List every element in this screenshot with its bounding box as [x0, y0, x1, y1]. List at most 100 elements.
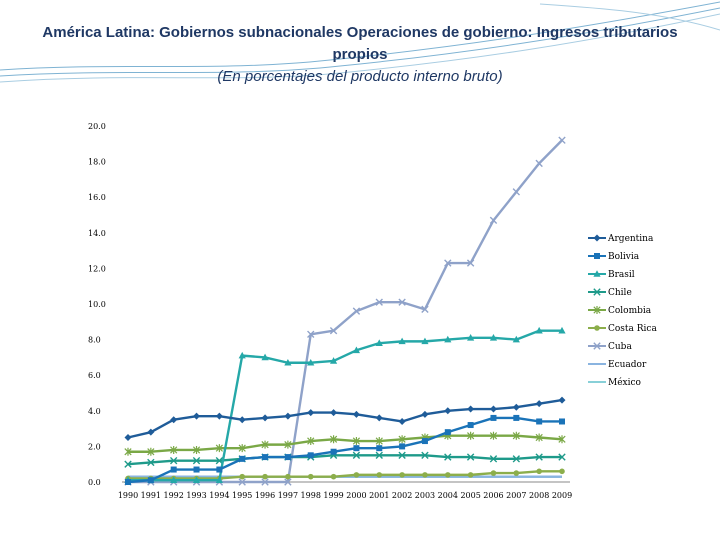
x-tick-label: 2001: [369, 491, 389, 500]
data-point: [285, 473, 291, 480]
data-point: [489, 216, 498, 225]
data-point: [558, 435, 566, 444]
data-point: [169, 456, 178, 465]
x-tick-label: 1992: [164, 491, 184, 500]
series-line: [128, 434, 563, 453]
data-point: [353, 445, 360, 452]
data-point: [558, 326, 566, 334]
series-line: [127, 398, 563, 439]
data-point: [170, 416, 178, 424]
data-point: [536, 418, 543, 425]
data-point: [262, 473, 268, 480]
data-point: [375, 451, 383, 459]
data-point: [239, 473, 246, 480]
data-point: [147, 477, 154, 484]
data-point: [398, 417, 406, 425]
data-point: [215, 476, 223, 484]
data-point: [512, 335, 520, 343]
legend-label: Argentina: [607, 234, 654, 244]
legend-marker: [593, 288, 601, 296]
data-point: [422, 472, 428, 478]
legend-item-mexico: México: [588, 377, 641, 388]
chart-axes: 0.0 2.0 4.0 6.0 8.0 10.0 12.0 14.0 16.0 18.0 20.0 1…: [88, 122, 572, 500]
data-point: [444, 472, 451, 478]
data-point: [444, 453, 452, 461]
legend-item-brasil: Brasil: [588, 270, 635, 280]
legend-label: Chile: [608, 288, 632, 298]
data-point: [467, 431, 475, 440]
data-point: [398, 451, 406, 459]
data-point: [558, 453, 566, 461]
data-point: [329, 435, 338, 444]
data-point: [261, 478, 269, 486]
series-cuba: [124, 136, 566, 486]
legend-marker: [593, 342, 601, 350]
data-point: [215, 444, 223, 453]
data-point: [421, 438, 428, 445]
x-tick-label: 1999: [323, 491, 343, 500]
x-tick-label: 2007: [506, 491, 526, 500]
data-point: [215, 412, 223, 420]
legend-item-argentina: Argentina: [588, 234, 654, 244]
legend-label: Cuba: [608, 342, 632, 352]
data-point: [147, 447, 155, 456]
data-point: [513, 414, 520, 421]
data-point: [558, 396, 566, 404]
data-point: [192, 476, 201, 484]
data-point: [352, 307, 361, 315]
data-point: [307, 473, 314, 480]
data-point: [376, 445, 383, 452]
legend-item-bolivia: Bolivia: [588, 252, 640, 262]
data-point: [375, 437, 383, 446]
data-point: [399, 472, 405, 478]
series-line: [128, 470, 562, 480]
data-point: [512, 431, 520, 440]
data-point: [170, 476, 178, 484]
data-point: [421, 305, 429, 314]
data-point: [466, 453, 475, 461]
data-point: [238, 351, 246, 359]
data-point: [192, 445, 201, 454]
data-point: [512, 455, 521, 463]
data-point: [399, 443, 406, 450]
data-point: [489, 431, 498, 440]
data-point: [124, 447, 132, 456]
legend-label: Colombia: [608, 306, 652, 316]
legend-item-ecuador: Ecuador: [588, 360, 647, 370]
data-point: [192, 456, 201, 465]
data-point: [284, 454, 291, 461]
data-point: [284, 478, 292, 486]
legend-label: Bolivia: [608, 252, 640, 262]
data-point: [193, 466, 200, 473]
legend-item-costa-rica: Costa Rica: [588, 324, 657, 334]
x-tick-label: 2004: [438, 491, 458, 500]
y-tick-label: 14.0: [88, 229, 106, 238]
data-point: [466, 259, 475, 267]
data-point: [398, 435, 406, 444]
legend-label: México: [608, 377, 641, 388]
data-point: [467, 472, 474, 478]
data-point: [329, 357, 338, 364]
data-point: [170, 445, 178, 454]
legend-item-chile: Chile: [588, 288, 632, 298]
x-tick-label: 2006: [483, 491, 503, 500]
data-point: [307, 409, 315, 417]
data-point: [489, 334, 498, 341]
data-point: [375, 339, 383, 346]
y-tick-label: 18.0: [88, 158, 106, 167]
data-point: [193, 412, 201, 420]
data-point: [261, 440, 269, 449]
data-point: [467, 405, 475, 413]
data-point: [261, 353, 269, 361]
series-chile: [124, 451, 566, 468]
x-tick-label: 2002: [392, 491, 412, 500]
data-point: [124, 434, 132, 441]
x-tick-label: 1993: [186, 491, 206, 500]
data-point: [467, 334, 475, 341]
data-point: [535, 326, 543, 334]
data-point: [307, 452, 314, 459]
data-point: [421, 410, 429, 418]
data-point: [535, 433, 543, 442]
series-bolivia: [125, 414, 565, 485]
data-point: [512, 403, 520, 411]
